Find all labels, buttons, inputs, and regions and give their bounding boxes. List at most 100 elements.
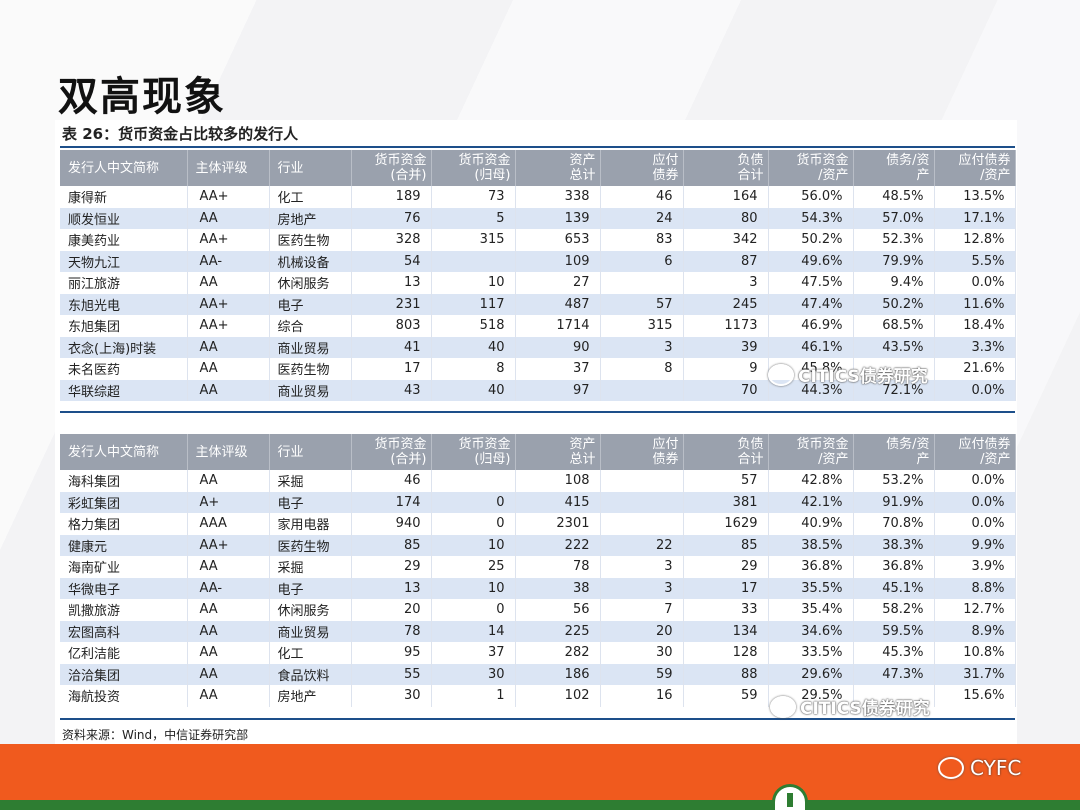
cell-debt-ratio: 59.5% xyxy=(853,620,935,642)
cell-issuer-name: 华微电子 xyxy=(60,577,188,599)
header-sublabel: 总计 xyxy=(569,452,596,467)
cell-debt-ratio: 70.8% xyxy=(853,513,935,535)
header-industry: 行业 xyxy=(269,150,352,186)
cell-debt-ratio: 45.3% xyxy=(853,642,935,664)
cell-debt-ratio: 79.9% xyxy=(853,250,935,272)
header-cash-parent: 货币资金 (归母) xyxy=(431,150,516,186)
cell-bonds-payable: 3 xyxy=(600,556,684,578)
cell-industry: 医药生物 xyxy=(269,534,352,556)
cell-industry: 采掘 xyxy=(269,556,352,578)
cell-debt-ratio: 58.2% xyxy=(853,599,935,621)
cell-cash-consolidated: 20 xyxy=(351,599,432,621)
cell-rating: AA xyxy=(187,358,270,380)
cell-rating: AAA xyxy=(187,513,270,535)
cell-total-liabilities: 164 xyxy=(683,186,769,208)
cell-issuer-name: 天物九江 xyxy=(60,250,188,272)
cell-industry: 采掘 xyxy=(269,470,352,492)
header-sublabel: /资产 xyxy=(818,452,849,467)
header-cash-parent: 货币资金 (归母) xyxy=(431,434,516,470)
cell-debt-ratio: 57.0% xyxy=(853,207,935,229)
footer-watermark-text: CYFC xyxy=(970,756,1022,780)
cell-issuer-name: 凯撒旅游 xyxy=(60,599,188,621)
cell-bond-ratio: 18.4% xyxy=(934,315,1016,337)
cell-total-assets: 27 xyxy=(515,272,601,294)
cell-cash-consolidated: 29 xyxy=(351,556,432,578)
cell-bonds-payable xyxy=(600,379,684,401)
cell-debt-ratio: 43.5% xyxy=(853,336,935,358)
slide-title: 双高现象 xyxy=(58,74,226,120)
table-row: 海南矿业 AA 采掘 29 25 78 3 29 36.8% 36.8% 3.9% xyxy=(60,556,1016,578)
cell-bonds-payable: 24 xyxy=(600,207,684,229)
cell-industry: 电子 xyxy=(269,293,352,315)
cell-issuer-name: 丽江旅游 xyxy=(60,272,188,294)
cell-total-assets: 78 xyxy=(515,556,601,578)
cell-total-assets: 186 xyxy=(515,663,601,685)
cell-total-assets: 222 xyxy=(515,534,601,556)
watermark-text: CITICS债券研究 xyxy=(798,367,928,387)
cell-issuer-name: 彩虹集团 xyxy=(60,491,188,513)
cell-total-assets: 109 xyxy=(515,250,601,272)
cell-debt-ratio: 52.3% xyxy=(853,229,935,251)
cell-bonds-payable: 59 xyxy=(600,663,684,685)
cell-total-assets: 282 xyxy=(515,642,601,664)
table-row: 天物九江 AA- 机械设备 54 109 6 87 49.6% 79.9% 5.5% xyxy=(60,250,1016,272)
cell-bond-ratio: 17.1% xyxy=(934,207,1016,229)
cell-bond-ratio: 3.3% xyxy=(934,336,1016,358)
cell-issuer-name: 顺发恒业 xyxy=(60,207,188,229)
cell-issuer-name: 宏图高科 xyxy=(60,620,188,642)
cell-cash-parent: 5 xyxy=(431,207,516,229)
cell-cash-ratio: 46.1% xyxy=(768,336,854,358)
footer-watermark: CYFC xyxy=(938,756,1021,780)
table-row: 顺发恒业 AA 房地产 76 5 139 24 80 54.3% 57.0% 17.1% xyxy=(60,207,1016,229)
cell-cash-parent: 518 xyxy=(431,315,516,337)
header-label: 货币资金 xyxy=(796,153,849,168)
cell-cash-parent: 30 xyxy=(431,663,516,685)
cell-debt-ratio xyxy=(853,685,935,707)
cell-rating: AA+ xyxy=(187,315,270,337)
wechat-icon xyxy=(768,363,794,386)
cell-issuer-name: 康美药业 xyxy=(60,229,188,251)
header-sublabel: (合并) xyxy=(390,452,427,467)
cell-rating: AA+ xyxy=(187,293,270,315)
cell-cash-ratio: 40.9% xyxy=(768,513,854,535)
cell-rating: AA xyxy=(187,663,270,685)
cell-debt-ratio: 91.9% xyxy=(853,491,935,513)
header-label: 货币资金 xyxy=(458,153,511,168)
header-label: 应付债券 xyxy=(958,437,1011,452)
footer-green-strip xyxy=(0,800,1080,810)
footer-bar xyxy=(0,744,1080,800)
cell-rating: AA xyxy=(187,599,270,621)
header-cash-consolidated: 货币资金 (合并) xyxy=(351,150,432,186)
cell-bond-ratio: 8.8% xyxy=(934,577,1016,599)
table-row: 华联综超 AA 商业贸易 43 40 97 70 44.3% 72.1% 0.0% xyxy=(60,379,1016,401)
cell-cash-consolidated: 43 xyxy=(351,379,432,401)
cell-cash-consolidated: 76 xyxy=(351,207,432,229)
cell-issuer-name: 海南矿业 xyxy=(60,556,188,578)
cell-bond-ratio: 9.9% xyxy=(934,534,1016,556)
watermark: CITICS债券研究 xyxy=(768,362,928,387)
cell-issuer-name: 亿利洁能 xyxy=(60,642,188,664)
cell-total-liabilities: 29 xyxy=(683,556,769,578)
cell-issuer-name: 华联综超 xyxy=(60,379,188,401)
cell-cash-ratio: 44.3% xyxy=(768,379,854,401)
cell-cash-parent: 0 xyxy=(431,491,516,513)
wechat-icon xyxy=(770,695,796,718)
cell-total-assets: 97 xyxy=(515,379,601,401)
header-cash-consolidated: 货币资金 (合并) xyxy=(351,434,432,470)
cell-total-liabilities: 59 xyxy=(683,685,769,707)
cell-rating: AA xyxy=(187,272,270,294)
header-label: 应付 xyxy=(652,437,679,452)
header-label: 主体评级 xyxy=(195,444,248,460)
cell-bonds-payable: 3 xyxy=(600,577,684,599)
header-label: 货币资金 xyxy=(796,437,849,452)
cell-issuer-name: 东旭集团 xyxy=(60,315,188,337)
header-sublabel: /资产 xyxy=(980,168,1011,183)
cell-bonds-payable: 6 xyxy=(600,250,684,272)
cell-bond-ratio: 10.8% xyxy=(934,642,1016,664)
cell-rating: A+ xyxy=(187,491,270,513)
header-rating: 主体评级 xyxy=(187,150,270,186)
header-label: 主体评级 xyxy=(195,160,248,176)
cell-total-liabilities: 9 xyxy=(683,358,769,380)
cell-bond-ratio: 3.9% xyxy=(934,556,1016,578)
header-sublabel: /资产 xyxy=(818,168,849,183)
